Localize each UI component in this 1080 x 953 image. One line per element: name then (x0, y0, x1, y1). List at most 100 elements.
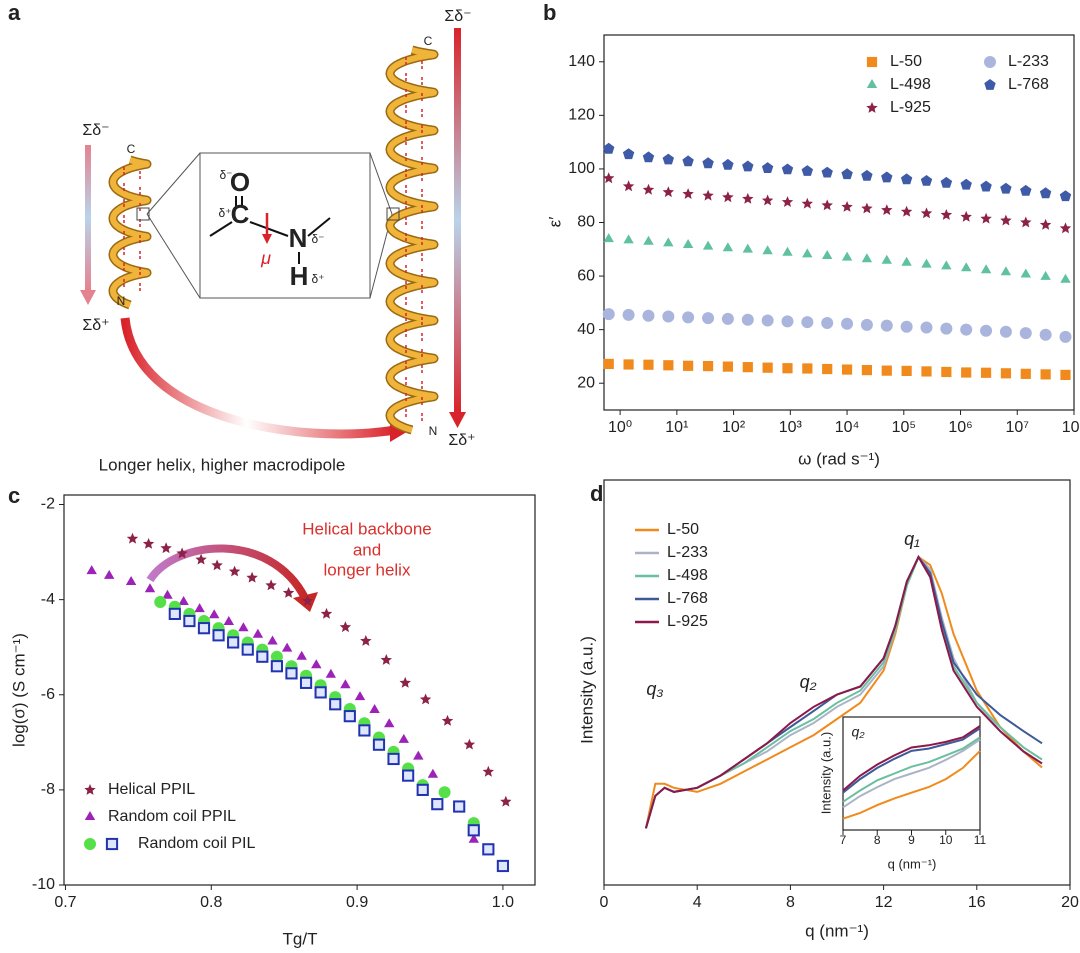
marker (1059, 222, 1072, 234)
marker (299, 676, 313, 689)
marker (623, 359, 634, 370)
marker (721, 312, 734, 325)
marker (282, 587, 295, 598)
y-tick-label: -8 (41, 781, 55, 798)
marker (682, 239, 694, 248)
y-axis-label: log(σ) (S cm⁻¹) (9, 633, 28, 747)
marker (168, 607, 181, 621)
helix (110, 157, 150, 308)
x-tick-label: 20 (1061, 894, 1079, 911)
caption: Longer helix, higher macrodipole (99, 455, 346, 474)
legend-label: L-50 (667, 521, 699, 538)
marker (369, 704, 380, 713)
x-tick-label: 10³ (779, 419, 803, 436)
marker (1039, 187, 1052, 199)
plot-frame (603, 479, 1071, 886)
marker (178, 596, 189, 605)
marker (1059, 190, 1072, 202)
marker (467, 824, 480, 837)
marker (941, 366, 952, 378)
partial-charge: δ⁺ (311, 272, 324, 286)
marker (762, 245, 773, 255)
marker (682, 311, 695, 324)
zoom-line (369, 152, 393, 215)
marker (901, 365, 912, 376)
marker (301, 595, 314, 606)
marker (663, 360, 674, 371)
marker (603, 142, 615, 154)
y-axis-label: Intensity (a.u.) (577, 636, 596, 744)
legend-marker (866, 56, 878, 68)
marker (980, 264, 992, 274)
atom: H (290, 261, 309, 291)
marker (781, 196, 794, 207)
x-tick-label: 10⁴ (835, 419, 860, 436)
marker (921, 366, 932, 377)
marker (1040, 369, 1051, 380)
marker (802, 363, 813, 374)
legend-label: Random coil PIL (138, 835, 255, 852)
x-axis-label: q (nm⁻¹) (805, 921, 869, 940)
marker (781, 163, 794, 175)
marker (380, 654, 392, 665)
marker (761, 162, 774, 173)
data-line (842, 738, 981, 809)
marker (419, 693, 432, 705)
marker (603, 233, 614, 243)
marker (197, 622, 211, 635)
marker (940, 322, 953, 335)
marker (999, 325, 1012, 338)
x-tick-label: 12 (875, 894, 893, 911)
marker (841, 201, 853, 212)
marker (702, 240, 714, 250)
marker (980, 180, 992, 192)
marker (441, 714, 454, 726)
marker (1060, 273, 1071, 283)
marker (431, 798, 444, 811)
legend-label: L-768 (667, 590, 708, 607)
y-tick-label: 60 (577, 267, 595, 284)
legend-marker (984, 56, 996, 68)
marker (211, 559, 223, 571)
charge-gradient (454, 28, 461, 413)
marker (1020, 216, 1032, 228)
atom: O (230, 167, 250, 197)
partial-charge: δ⁻ (311, 232, 324, 246)
data-line (842, 725, 981, 792)
marker (980, 324, 993, 337)
marker (642, 151, 655, 163)
marker (482, 765, 494, 777)
terminus: N (429, 424, 438, 438)
marker (1000, 266, 1012, 276)
arrowhead (449, 412, 466, 428)
marker (861, 169, 873, 181)
marker (183, 614, 196, 628)
x-tick-label: 7 (840, 833, 847, 847)
y-tick-label: -6 (41, 686, 55, 703)
legend-label: L-925 (667, 613, 708, 630)
marker (416, 783, 429, 796)
legend-label: Helical PPIL (108, 781, 195, 798)
marker (398, 733, 409, 743)
x-axis-label: q (nm⁻¹) (888, 856, 937, 871)
marker (228, 565, 241, 577)
marker (702, 360, 714, 372)
marker (463, 738, 476, 750)
annotation: Helical backbone (302, 519, 431, 538)
marker (841, 251, 853, 261)
y-axis-label: Intensity (a.u.) (818, 732, 833, 814)
x-tick-label: 10⁵ (892, 419, 916, 436)
marker (104, 569, 115, 579)
marker (125, 576, 137, 585)
marker (622, 148, 635, 160)
x-tick-label: 10⁶ (948, 419, 972, 436)
marker (881, 171, 893, 183)
x-tick-label: 8 (786, 894, 795, 911)
legend-label: L-925 (890, 99, 931, 116)
annotation: q₁ (904, 529, 920, 549)
marker (227, 636, 240, 649)
marker (623, 234, 634, 244)
marker (781, 315, 794, 328)
marker (154, 596, 167, 609)
x-tick-label: 0.7 (54, 894, 76, 911)
